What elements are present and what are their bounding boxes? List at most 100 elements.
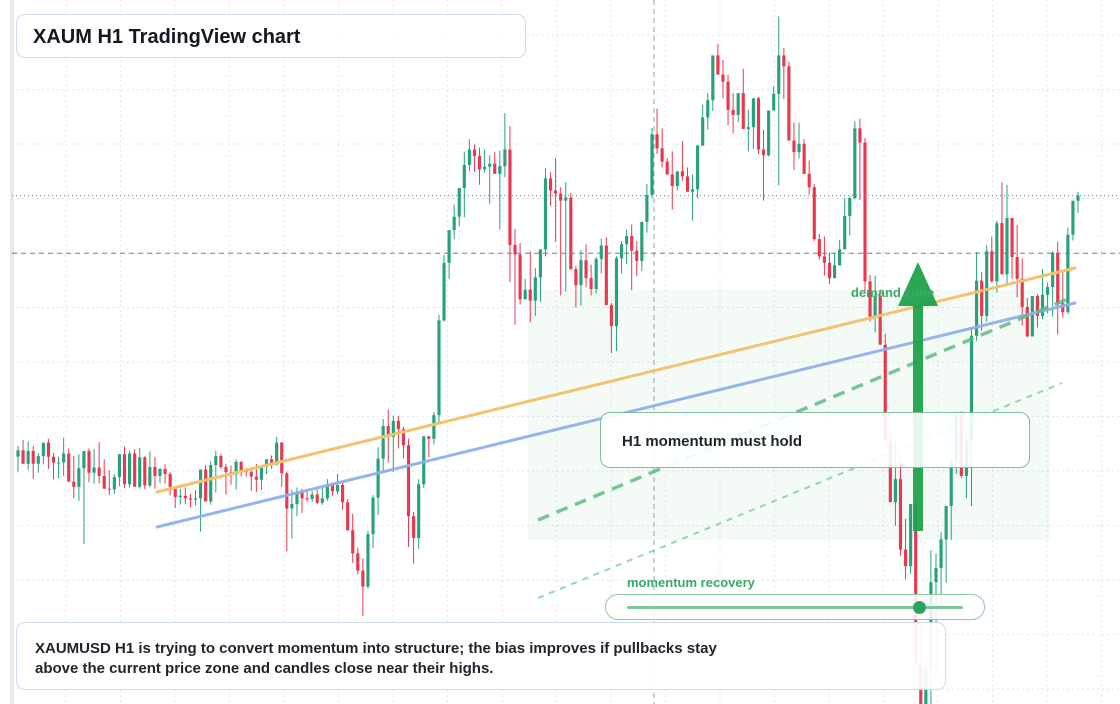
candle-down: [224, 466, 228, 473]
chart-title: XAUM H1 TradingView chart: [33, 26, 301, 48]
candle-down: [726, 81, 730, 110]
candle-down: [406, 445, 411, 517]
candle-down: [219, 456, 223, 467]
candle-down: [163, 468, 167, 474]
candle-up: [772, 93, 776, 111]
candle-up: [422, 436, 426, 485]
candle-up: [640, 221, 644, 261]
candle-down: [1000, 223, 1004, 275]
candle-up: [706, 100, 710, 118]
momentum-note-text: H1 momentum must hold: [622, 433, 803, 450]
candle-down: [330, 484, 335, 492]
title-card: XAUM H1 TradingView chart: [16, 14, 526, 58]
candle-up: [614, 258, 619, 327]
momentum-slider-knob[interactable]: [913, 601, 927, 614]
candle-up: [457, 187, 461, 217]
demand-zone-label: demand zone: [851, 285, 935, 300]
candle-down: [589, 278, 593, 290]
candle-down: [493, 163, 497, 174]
candle-down: [315, 494, 319, 503]
candle-down: [1035, 296, 1039, 316]
candle-up: [290, 504, 294, 509]
candle-up: [995, 223, 999, 282]
candle-down: [528, 289, 532, 301]
momentum-slider[interactable]: [605, 594, 985, 620]
candle-down: [204, 469, 208, 502]
candle-up: [128, 453, 132, 485]
candle-up: [503, 149, 507, 167]
candle-up: [619, 244, 624, 259]
momentum-slider-track: [627, 606, 963, 609]
candle-down: [346, 502, 350, 531]
candle-down: [914, 504, 918, 665]
candle-up: [751, 98, 755, 128]
candle-down: [386, 426, 390, 437]
candle-down: [67, 453, 71, 482]
candle-up: [36, 456, 40, 464]
candle-down: [655, 134, 659, 149]
candle-down: [574, 269, 578, 286]
candle-down: [716, 55, 720, 75]
candle-up: [1071, 200, 1075, 235]
candle-down: [412, 516, 416, 538]
candle-up: [625, 235, 629, 245]
candle-up: [234, 461, 238, 475]
candle-down: [741, 93, 745, 130]
candle-down: [270, 459, 274, 465]
candle-down: [341, 484, 345, 503]
candle-up: [543, 178, 548, 250]
candle-down: [630, 235, 634, 251]
candle-up: [696, 145, 700, 190]
candle-up: [417, 484, 421, 538]
candle-up: [969, 335, 974, 442]
candle-down: [898, 479, 903, 550]
candle-down: [883, 344, 887, 441]
candle-up: [985, 251, 989, 316]
candle-up: [366, 534, 370, 587]
candle-down: [285, 473, 289, 509]
candle-down: [863, 142, 867, 282]
candle-down: [305, 498, 309, 500]
candle-down: [670, 174, 674, 186]
candle-up: [498, 166, 502, 174]
candle-up: [310, 494, 314, 499]
candle-down: [903, 549, 908, 567]
candle-up: [320, 498, 324, 503]
candle-down: [21, 450, 25, 464]
candle-up: [564, 197, 568, 201]
candle-up: [974, 280, 979, 336]
candle-down: [731, 109, 735, 115]
candle-down: [31, 450, 35, 464]
candle-down: [817, 239, 821, 257]
candle-up: [295, 491, 299, 505]
candle-down: [102, 475, 106, 489]
momentum-note: H1 momentum must hold: [600, 412, 1030, 468]
candle-up: [1045, 287, 1050, 295]
candles-layer: [16, 16, 1080, 704]
candle-down: [254, 476, 258, 480]
candle-down: [559, 193, 563, 201]
candle-up: [939, 539, 943, 569]
candle-up: [77, 468, 81, 487]
candle-down: [888, 440, 892, 503]
candle-down: [508, 149, 512, 245]
candle-down: [822, 256, 826, 263]
candle-up: [26, 450, 30, 464]
candle-up: [462, 164, 466, 188]
candle-down: [107, 488, 111, 490]
candle-up: [41, 442, 45, 457]
candle-down: [51, 456, 56, 463]
momentum-label: momentum recovery: [627, 575, 755, 590]
candle-down: [665, 161, 669, 175]
candle-down: [239, 461, 243, 471]
candle-down: [980, 280, 984, 316]
candle-down: [518, 254, 522, 300]
candle-up: [1030, 296, 1034, 337]
chart-grid: [12, 0, 1120, 704]
candle-down: [782, 55, 786, 67]
candle-up: [523, 289, 527, 300]
candle-down: [513, 244, 517, 255]
candle-down: [401, 429, 406, 446]
candle-up: [893, 479, 897, 503]
candle-down: [122, 454, 127, 485]
